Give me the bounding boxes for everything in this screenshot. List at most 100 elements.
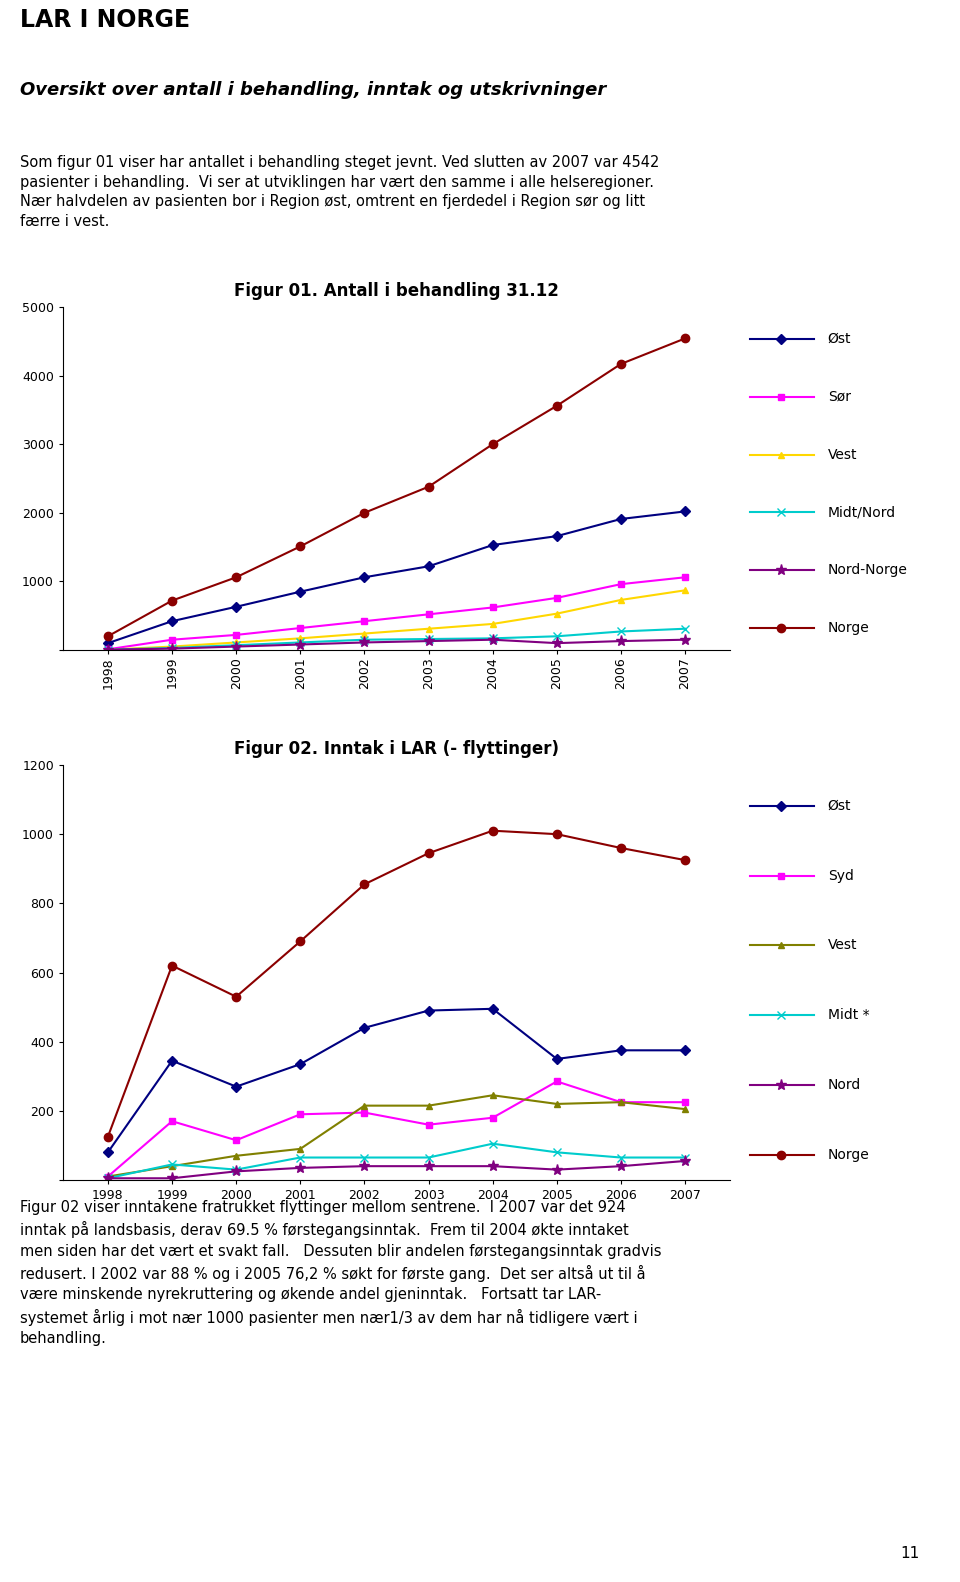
Norge <box>295 932 306 951</box>
Line: Vest: Vest <box>105 1092 688 1180</box>
Øst <box>166 1050 178 1069</box>
Text: Sør: Sør <box>828 389 851 403</box>
Sør <box>166 630 178 649</box>
Midt * <box>615 1149 627 1168</box>
Line: Nord-Norge: Nord-Norge <box>103 634 690 655</box>
Norge <box>680 851 691 870</box>
Title: Figur 02. Inntak i LAR (- flyttinger): Figur 02. Inntak i LAR (- flyttinger) <box>234 740 559 758</box>
Norge <box>422 478 434 497</box>
Vest <box>615 590 627 609</box>
Midt * <box>359 1149 371 1168</box>
Text: LAR I NORGE: LAR I NORGE <box>20 8 190 32</box>
Vest <box>615 1093 627 1112</box>
Vest <box>295 1139 306 1158</box>
Syd <box>359 1103 371 1122</box>
Nord-Norge <box>551 634 563 653</box>
Sør <box>615 574 627 593</box>
Nord <box>166 1169 178 1188</box>
Vest <box>295 630 306 649</box>
Midt/Nord <box>680 619 691 638</box>
Sør <box>680 568 691 587</box>
Norge <box>487 435 498 454</box>
Syd <box>680 1093 691 1112</box>
Nord-Norge <box>680 630 691 649</box>
Norge <box>230 568 242 587</box>
Midt/Nord <box>487 630 498 649</box>
Øst <box>422 1001 434 1020</box>
Øst <box>615 509 627 528</box>
Norge <box>230 987 242 1006</box>
Syd <box>102 1168 113 1186</box>
Norge <box>680 329 691 348</box>
Line: Midt/Nord: Midt/Nord <box>104 625 689 653</box>
Øst <box>295 582 306 601</box>
Line: Øst: Øst <box>105 1005 688 1156</box>
Midt * <box>295 1149 306 1168</box>
Text: Øst: Øst <box>828 799 852 813</box>
Sør <box>487 598 498 617</box>
Syd <box>166 1112 178 1131</box>
Text: Oversikt over antall i behandling, inntak og utskrivninger: Oversikt over antall i behandling, innta… <box>20 81 607 100</box>
Midt/Nord <box>230 636 242 655</box>
Nord <box>295 1158 306 1177</box>
Midt/Nord <box>615 622 627 641</box>
Text: Vest: Vest <box>828 938 857 952</box>
Vest <box>166 1156 178 1175</box>
Vest <box>230 633 242 652</box>
Text: Nord-Norge: Nord-Norge <box>828 563 907 577</box>
Nord <box>359 1156 371 1175</box>
Nord-Norge <box>615 631 627 650</box>
Norge <box>615 354 627 373</box>
Sør <box>359 612 371 631</box>
Norge <box>102 626 113 645</box>
Text: Øst: Øst <box>828 332 852 346</box>
Øst <box>359 1019 371 1038</box>
Vest <box>102 641 113 660</box>
Text: Figur 02 viser inntakene fratrukket flyttinger mellom sentrene.  I 2007 var det : Figur 02 viser inntakene fratrukket flyt… <box>20 1201 661 1346</box>
Midt/Nord <box>295 633 306 652</box>
Line: Norge: Norge <box>104 826 689 1141</box>
Norge <box>487 821 498 840</box>
Text: Midt *: Midt * <box>828 1008 870 1022</box>
Syd <box>295 1104 306 1123</box>
Nord-Norge <box>295 634 306 653</box>
Norge <box>359 503 371 522</box>
Norge <box>359 875 371 894</box>
Norge <box>422 843 434 862</box>
Øst <box>422 557 434 576</box>
Øst <box>359 568 371 587</box>
Midt/Nord <box>551 626 563 645</box>
Vest <box>359 623 371 642</box>
Midt * <box>680 1149 691 1168</box>
Øst <box>487 536 498 555</box>
Text: Nord: Nord <box>828 1077 861 1092</box>
Nord-Norge <box>359 633 371 652</box>
Nord <box>487 1156 498 1175</box>
Nord-Norge <box>166 639 178 658</box>
Norge <box>551 397 563 416</box>
Nord <box>551 1160 563 1179</box>
Øst <box>680 1041 691 1060</box>
Vest <box>230 1147 242 1166</box>
Midt * <box>102 1169 113 1188</box>
Øst <box>166 612 178 631</box>
Midt * <box>230 1160 242 1179</box>
Sør <box>551 589 563 607</box>
Text: Vest: Vest <box>828 448 857 462</box>
Norge <box>102 1128 113 1147</box>
Vest <box>359 1096 371 1115</box>
Sør <box>230 625 242 644</box>
Sør <box>295 619 306 638</box>
Vest <box>422 1096 434 1115</box>
Line: Nord: Nord <box>103 1155 690 1183</box>
Norge <box>551 824 563 843</box>
Syd <box>551 1073 563 1092</box>
Text: Midt/Nord: Midt/Nord <box>828 505 896 519</box>
Vest <box>422 619 434 638</box>
Øst <box>551 1049 563 1068</box>
Øst <box>230 598 242 617</box>
Syd <box>230 1131 242 1150</box>
Midt/Nord <box>422 630 434 649</box>
Vest <box>487 1085 498 1104</box>
Norge <box>615 838 627 857</box>
